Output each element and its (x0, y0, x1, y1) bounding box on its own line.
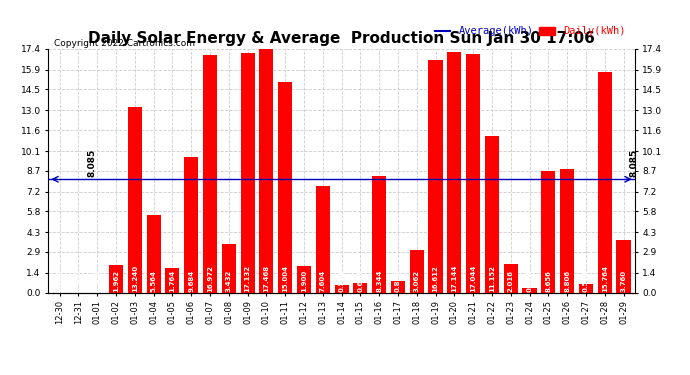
Text: 17.044: 17.044 (470, 264, 476, 292)
Bar (541, 171, 555, 292)
Bar (391, 281, 405, 292)
Bar (410, 250, 424, 292)
Bar (335, 285, 348, 292)
Text: 0.528: 0.528 (339, 270, 344, 292)
Text: 0.588: 0.588 (583, 270, 589, 292)
Bar (109, 265, 123, 292)
Text: 3.062: 3.062 (414, 270, 420, 292)
Text: 17.468: 17.468 (264, 265, 269, 292)
Text: 0.000: 0.000 (75, 270, 81, 292)
Bar (504, 264, 518, 292)
Text: 8.656: 8.656 (545, 270, 551, 292)
Text: 17.144: 17.144 (451, 264, 457, 292)
Bar (203, 55, 217, 292)
Text: 15.764: 15.764 (602, 265, 608, 292)
Bar (428, 60, 442, 292)
Bar (579, 284, 593, 292)
Text: 17.132: 17.132 (244, 265, 250, 292)
Text: 16.972: 16.972 (207, 265, 213, 292)
Bar (166, 268, 179, 292)
Text: 9.684: 9.684 (188, 270, 194, 292)
Text: 0.840: 0.840 (395, 269, 401, 292)
Bar (128, 107, 142, 292)
Legend: Average(kWh), Daily(kWh): Average(kWh), Daily(kWh) (431, 22, 629, 40)
Text: 7.604: 7.604 (319, 270, 326, 292)
Text: 16.612: 16.612 (433, 265, 439, 292)
Text: 8.806: 8.806 (564, 270, 570, 292)
Bar (447, 53, 462, 292)
Text: 13.240: 13.240 (132, 265, 138, 292)
Text: 0.352: 0.352 (526, 270, 533, 292)
Text: 8.344: 8.344 (376, 269, 382, 292)
Text: 5.564: 5.564 (150, 270, 157, 292)
Text: 1.962: 1.962 (113, 270, 119, 292)
Bar (485, 136, 499, 292)
Bar (616, 240, 631, 292)
Text: 0.648: 0.648 (357, 270, 364, 292)
Text: 11.152: 11.152 (489, 265, 495, 292)
Title: Daily Solar Energy & Average  Production Sun Jan 30 17:06: Daily Solar Energy & Average Production … (88, 31, 595, 46)
Bar (278, 82, 292, 292)
Bar (241, 53, 255, 292)
Bar (316, 186, 330, 292)
Bar (522, 288, 537, 292)
Text: Copyright 2022 Cartronics.com: Copyright 2022 Cartronics.com (55, 39, 195, 48)
Text: 0.000: 0.000 (94, 270, 100, 292)
Bar (184, 157, 198, 292)
Text: 1.900: 1.900 (301, 270, 307, 292)
Bar (146, 214, 161, 292)
Text: 2.016: 2.016 (508, 270, 514, 292)
Bar (560, 169, 574, 292)
Bar (353, 284, 367, 292)
Text: 3.432: 3.432 (226, 270, 232, 292)
Bar (372, 176, 386, 292)
Bar (297, 266, 311, 292)
Text: 15.004: 15.004 (282, 265, 288, 292)
Text: 3.760: 3.760 (620, 270, 627, 292)
Text: 1.764: 1.764 (169, 270, 175, 292)
Text: 8.085: 8.085 (87, 149, 96, 177)
Text: 0.000: 0.000 (57, 270, 63, 292)
Bar (221, 244, 236, 292)
Text: 8.085: 8.085 (629, 149, 638, 177)
Bar (259, 48, 273, 292)
Bar (598, 72, 612, 292)
Bar (466, 54, 480, 292)
